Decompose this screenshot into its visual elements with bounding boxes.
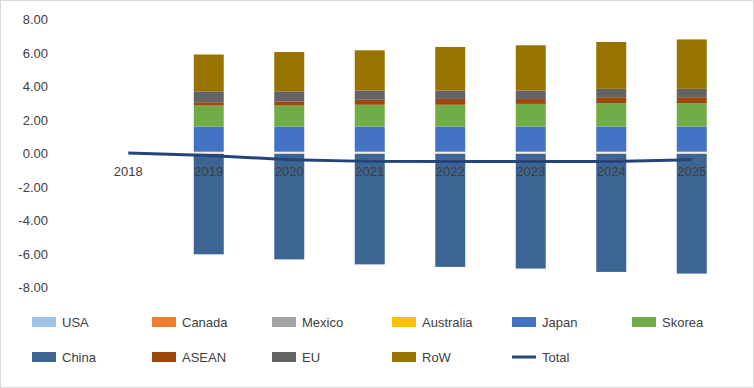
bar <box>274 91 304 101</box>
bar <box>355 50 385 90</box>
bar <box>355 105 385 127</box>
bar <box>516 104 546 127</box>
bar <box>355 153 385 264</box>
bar <box>677 39 707 88</box>
y-tick-label: -2.00 <box>18 180 48 195</box>
y-tick-label: -6.00 <box>18 247 48 262</box>
legend-label: Total <box>542 350 570 365</box>
bar <box>677 97 707 103</box>
legend-swatch <box>392 352 416 362</box>
bar <box>596 97 626 103</box>
y-tick-label: -8.00 <box>18 280 48 295</box>
legend-swatch <box>32 317 56 327</box>
total-line <box>128 153 692 161</box>
bar <box>435 105 465 127</box>
x-tick-label: 2021 <box>355 164 384 179</box>
legend-label: Canada <box>182 315 228 330</box>
bar <box>596 42 626 89</box>
bar <box>516 99 546 104</box>
bar <box>516 91 546 99</box>
legend-label: China <box>62 350 97 365</box>
legend-swatch <box>632 317 656 327</box>
legend-swatch <box>392 317 416 327</box>
bar <box>355 91 385 100</box>
x-tick-label: 2022 <box>436 164 465 179</box>
bar <box>194 127 224 152</box>
legend-label: RoW <box>422 350 452 365</box>
bar <box>516 153 546 269</box>
x-tick-label: 2023 <box>516 164 545 179</box>
bar <box>596 153 626 272</box>
bar <box>435 127 465 152</box>
legend-swatch <box>272 317 296 327</box>
x-tick-label: 2019 <box>194 164 223 179</box>
bar <box>194 106 224 127</box>
bar <box>435 47 465 91</box>
bar <box>274 127 304 152</box>
bar <box>274 106 304 127</box>
bar <box>194 153 224 254</box>
x-tick-label: 2018 <box>114 164 143 179</box>
bar <box>355 127 385 152</box>
bar <box>677 127 707 152</box>
bar <box>274 52 304 91</box>
x-tick-label: 2025 <box>677 164 706 179</box>
plot-area <box>88 39 732 273</box>
y-tick-label: 6.00 <box>23 46 48 61</box>
bar <box>677 153 707 274</box>
chart-border <box>1 1 754 388</box>
y-tick-label: 2.00 <box>23 113 48 128</box>
chart: -8.00 -6.00 -4.00 -2.00 0.00 2.00 4.00 6.00 8.00… <box>0 0 754 388</box>
legend-label: EU <box>302 350 320 365</box>
bar <box>596 89 626 97</box>
legend-label: ASEAN <box>182 350 226 365</box>
bar <box>435 99 465 105</box>
y-tick-label: -4.00 <box>18 213 48 228</box>
x-tick-label: 2024 <box>597 164 626 179</box>
bar <box>355 100 385 105</box>
bar <box>194 55 224 92</box>
legend-label: Japan <box>542 315 577 330</box>
bar <box>516 127 546 152</box>
bar <box>274 101 304 105</box>
y-tick-label: 8.00 <box>23 12 48 27</box>
legend-swatch <box>272 352 296 362</box>
bar <box>596 103 626 126</box>
bar <box>194 102 224 105</box>
bar <box>194 91 224 102</box>
legend-label: USA <box>62 315 89 330</box>
x-tick-label: 2020 <box>275 164 304 179</box>
legend-label: Australia <box>422 315 473 330</box>
legend-label: Skorea <box>662 315 704 330</box>
legend-swatch <box>512 317 536 327</box>
bar <box>596 127 626 152</box>
legend-swatch <box>32 352 56 362</box>
legend-swatch <box>512 356 536 359</box>
y-tick-label: 4.00 <box>23 79 48 94</box>
bar <box>677 89 707 97</box>
bar <box>435 153 465 267</box>
bar <box>274 153 304 259</box>
legend-swatch <box>152 352 176 362</box>
bar <box>516 45 546 90</box>
legend-swatch <box>152 317 176 327</box>
y-tick-label: 0.00 <box>23 146 48 161</box>
bar <box>677 103 707 126</box>
legend-label: Mexico <box>302 315 343 330</box>
bar <box>435 91 465 99</box>
